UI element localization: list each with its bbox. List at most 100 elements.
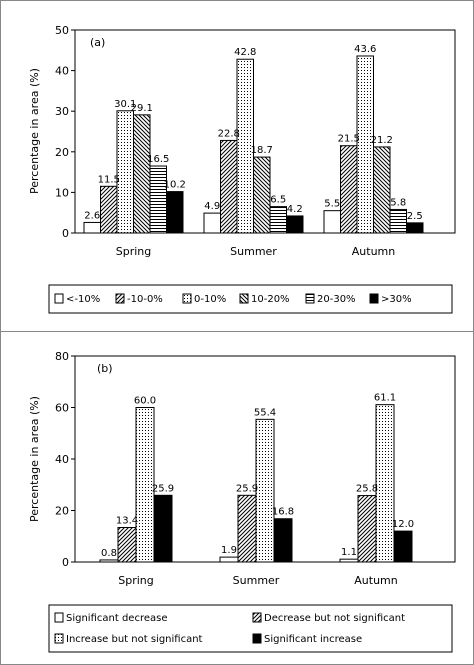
legend-label: 0-10%: [194, 294, 226, 305]
bar-value-label: 1.9: [221, 545, 237, 556]
bar-value-label: 22.8: [218, 128, 240, 139]
bar-value-label: 4.9: [204, 201, 220, 212]
bar-value-label: 60.0: [134, 396, 156, 407]
bar-value-label: 61.1: [374, 393, 396, 404]
bar-value-label: 43.6: [354, 44, 376, 55]
legend-swatch: [239, 293, 249, 304]
bar: [323, 210, 341, 234]
bar-value-label: 5.8: [390, 197, 406, 208]
bar: [357, 495, 377, 563]
bar-value-label: 0.8: [101, 548, 117, 559]
bar: [389, 208, 407, 234]
panel-a: (a) Percentage in area (%) 0 10 20 30 40 50 2…: [28, 24, 456, 314]
y-tick-label: 30: [55, 105, 69, 118]
y-tick-label: 0: [62, 227, 69, 240]
y-tick-label: 0: [62, 556, 69, 569]
y-tick-label: 60: [55, 402, 69, 415]
bar-value-label: 4.2: [287, 204, 303, 215]
bar-value-label: 11.5: [98, 174, 120, 185]
legend-swatch: [182, 293, 192, 304]
bar: [149, 165, 167, 234]
x-category-label: Summer: [233, 574, 280, 587]
bar-value-label: 25.9: [236, 483, 258, 494]
y-tick-label: 20: [55, 505, 69, 518]
bar: [133, 114, 151, 234]
legend-label: Increase but not significant: [66, 634, 203, 645]
bar-value-label: 2.5: [407, 211, 423, 222]
bar-value-label: 30.1: [114, 99, 136, 110]
panel-a-bars: [83, 55, 424, 234]
bar: [373, 146, 391, 234]
bar-value-label: 42.8: [234, 47, 256, 58]
bar: [83, 221, 101, 234]
legend-swatch: [54, 293, 64, 304]
panel-b: (b) Percentage in area (%) 0 20 40 60 80 0.8…: [28, 350, 456, 653]
x-category-label: Spring: [116, 245, 152, 258]
bar: [253, 156, 271, 234]
legend-swatch: [115, 293, 125, 304]
panel-b-y-axis: 0 20 40 60 80: [55, 350, 76, 569]
bar-value-label: 2.6: [84, 210, 100, 221]
y-tick-label: 20: [55, 146, 69, 159]
y-tick-label: 40: [55, 453, 69, 466]
panel-b-ylabel: Percentage in area (%): [28, 396, 41, 522]
bar-value-label: 16.5: [147, 154, 169, 165]
legend-label: Significant increase: [264, 634, 362, 645]
bar-value-label: 1.1: [341, 547, 357, 558]
legend-label: -10-0%: [127, 294, 163, 305]
panel-a-y-axis: 0 10 20 30 40 50: [55, 24, 76, 240]
bar-value-label: 13.4: [116, 515, 138, 526]
panel-b-x-categories: Spring Summer Autumn: [75, 561, 455, 587]
bar: [273, 518, 293, 563]
legend-label: <-10%: [66, 294, 100, 305]
legend-label: Decrease but not significant: [264, 613, 405, 624]
bar: [117, 526, 137, 563]
bar-value-label: 6.5: [270, 195, 286, 206]
legend-swatch: [54, 633, 64, 644]
panel-a-x-categories: Spring Summer Autumn: [75, 232, 455, 258]
x-category-label: Summer: [230, 245, 277, 258]
bar: [100, 185, 118, 234]
bar: [219, 556, 239, 563]
legend-label: 20-30%: [317, 294, 356, 305]
bar-value-label: 12.0: [392, 519, 414, 530]
bar: [269, 206, 287, 234]
panel-a-value-labels: 2.6 11.5 30.129.1 16.5 10.2 4.9 22.8 42.8 18.7 6.…: [84, 44, 422, 222]
bar-value-label: 25.8: [356, 484, 378, 495]
bar-value-label: 21.5: [338, 134, 360, 145]
y-tick-label: 10: [55, 186, 69, 199]
bar: [393, 530, 413, 563]
bar: [375, 404, 395, 563]
panel-a-label: (a): [90, 36, 105, 49]
y-tick-label: 40: [55, 65, 69, 78]
bar-value-label: 18.7: [251, 145, 273, 156]
bar-value-label: 55.4: [254, 407, 276, 418]
bar: [220, 139, 238, 234]
bar-value-label: 25.9: [152, 483, 174, 494]
x-category-label: Autumn: [354, 574, 397, 587]
x-category-label: Autumn: [352, 245, 395, 258]
bar: [286, 215, 304, 234]
bar: [255, 418, 275, 563]
panel-a-ylabel: Percentage in area (%): [28, 68, 41, 194]
legend-swatch: [305, 293, 315, 304]
bar-value-label: 29.1: [131, 103, 153, 114]
legend-swatch: [252, 633, 262, 644]
bar: [237, 494, 257, 563]
bar-value-label: 10.2: [164, 180, 186, 191]
x-category-label: Spring: [118, 574, 154, 587]
legend-label: >30%: [381, 294, 412, 305]
bar-value-label: 21.2: [371, 135, 393, 146]
legend-label: 10-20%: [251, 294, 290, 305]
bar-value-label: 16.8: [272, 507, 294, 518]
bar: [340, 145, 358, 234]
panel-b-legend: Significant decrease Decrease but not sig…: [54, 612, 405, 645]
bar: [203, 212, 221, 234]
panel-b-legend-box: [48, 604, 453, 653]
y-tick-label: 50: [55, 24, 69, 37]
bar-value-label: 5.5: [324, 199, 340, 210]
bar: [153, 494, 173, 563]
legend-swatch: [369, 293, 379, 304]
panel-a-legend: <-10% -10-0% 0-10% 10-20% 20-30% >30%: [54, 293, 412, 305]
